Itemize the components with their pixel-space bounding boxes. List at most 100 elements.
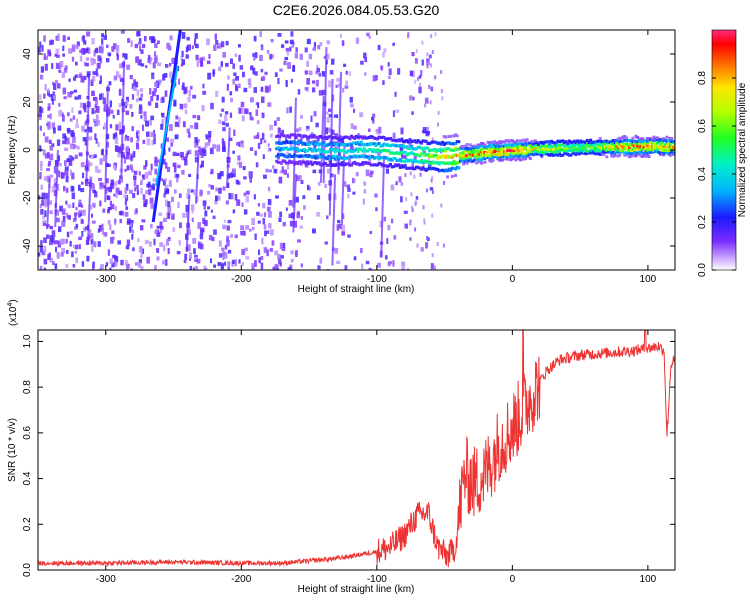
spectrogram-ridge-cell <box>493 155 497 158</box>
spectrogram-ridge-cell <box>507 152 511 156</box>
spectrogram-cell <box>91 213 93 218</box>
spectrogram-ridge-cell <box>620 136 623 140</box>
spectrogram-ridge-cell <box>281 133 285 137</box>
spectrogram-cell <box>78 110 82 115</box>
spectrogram-cell <box>78 184 81 191</box>
spectrogram-ridge-cell <box>537 142 540 146</box>
spectrogram-ridge-cell <box>356 149 360 153</box>
spectrogram-ridge-cell <box>499 155 503 159</box>
spectrogram-cell <box>161 96 165 103</box>
spectrogram-cell <box>325 127 328 135</box>
spectrogram-ridge-cell <box>501 140 505 144</box>
spectrogram-cell <box>84 140 88 146</box>
spectrogram-cell <box>149 36 152 41</box>
spectrogram-cell <box>244 247 248 252</box>
spectrogram-ridge-cell <box>647 139 651 143</box>
spectrogram-ridge-cell <box>369 135 373 138</box>
spectrogram-cell <box>174 121 179 127</box>
spectrogram-cell <box>39 41 42 48</box>
spectrogram-ridge-cell <box>502 140 506 144</box>
spectrogram-cell <box>256 211 260 216</box>
spectrogram-ridge-cell <box>395 151 399 155</box>
spectrogram-ridge-cell <box>410 151 414 155</box>
spectrogram-ridge-cell <box>504 150 508 154</box>
spectrogram-ridge-cell <box>584 147 588 151</box>
spectrogram-cell <box>91 38 95 45</box>
spectrogram-cell <box>226 83 229 91</box>
spectrogram-ridge-cell <box>538 140 542 144</box>
spectrogram-ridge-cell <box>450 156 454 159</box>
spectrogram-cell <box>49 200 52 205</box>
spectrogram-ridge-cell <box>641 149 645 153</box>
spectrogram-cell <box>197 115 201 121</box>
spectrogram-ridge-cell <box>585 139 589 142</box>
spectrogram-cell <box>63 96 67 100</box>
spectrogram-ridge-cell <box>603 142 607 146</box>
spectrogram-stripe <box>225 127 231 188</box>
spectrogram-ridge-cell <box>442 143 446 146</box>
spectrogram-cell <box>74 244 79 250</box>
spectrogram-ridge-cell <box>621 146 625 150</box>
spectrogram-cell <box>70 169 72 176</box>
spectrogram-cell <box>48 253 51 259</box>
spectrogram-ridge-cell <box>504 143 508 147</box>
spectrogram-ridge-cell <box>512 148 516 152</box>
spectrogram-ridge-cell <box>624 142 628 146</box>
spectrogram-cell <box>228 157 231 163</box>
spectrogram-cell <box>401 261 406 267</box>
spectrogram-cell <box>74 226 78 230</box>
spectrogram-cell <box>199 148 204 156</box>
spectrogram-ridge-cell <box>605 145 609 149</box>
spectrogram-cell <box>65 200 68 205</box>
spectrogram-cell <box>201 105 205 112</box>
spectrogram-ridge-cell <box>332 148 336 152</box>
spectrogram-cell <box>257 220 261 224</box>
spectrogram-cell <box>148 184 152 188</box>
spectrogram-ridge-cell <box>554 150 558 154</box>
spectrogram-cell <box>119 219 122 224</box>
spectrogram-ridge-cell <box>628 155 632 159</box>
spectrogram-cell <box>361 263 364 270</box>
spectrogram-ridge-cell <box>585 151 589 155</box>
spectrogram-cell <box>340 138 344 145</box>
spectrogram-ridge-cell <box>501 153 505 156</box>
spectrogram-ridge-cell <box>525 143 529 147</box>
spectrogram-cell <box>142 139 146 144</box>
spectrogram-ridge-cell <box>558 152 562 156</box>
spectrogram-cell <box>275 195 279 199</box>
spectrogram-ridge-cell <box>311 162 314 166</box>
spectrogram-cell <box>252 67 256 75</box>
spectrogram-ridge-cell <box>633 148 636 152</box>
spectrogram-cell <box>172 227 176 232</box>
spectrogram-ridge-cell <box>538 148 542 152</box>
spectrogram-ridge-cell <box>634 140 638 144</box>
spectrogram-ridge-cell <box>281 153 285 157</box>
spectrogram-cell <box>150 115 155 121</box>
spectrogram-cell <box>187 149 192 155</box>
spectrogram-cell <box>290 31 294 37</box>
spectrogram-cell <box>368 128 371 132</box>
spectrogram-cell <box>40 184 44 190</box>
spectrogram-cell <box>259 31 262 38</box>
spectrogram-ridge-cell <box>514 146 518 150</box>
spectrogram-cell <box>112 43 117 50</box>
spectrogram-cell <box>129 164 133 170</box>
spectrogram-cell <box>369 231 373 235</box>
spectrogram-cell <box>44 83 47 91</box>
spectrogram-cell <box>164 178 167 182</box>
spectrogram-cell <box>75 61 78 66</box>
spectrogram-ridge-cell <box>369 148 373 152</box>
spectrogram-cell <box>118 103 123 108</box>
spectrogram-cell <box>252 226 255 231</box>
spectrogram-cell <box>177 164 181 169</box>
spectrogram-ridge-cell <box>397 159 401 162</box>
spectrogram-cell <box>116 52 119 57</box>
colorbar-gradient <box>711 29 737 271</box>
spectrogram-ridge-cell <box>473 152 477 156</box>
spectrogram-cell <box>261 96 265 103</box>
snr-multiplier: (x104) <box>7 299 19 326</box>
spectrogram-cell <box>417 76 419 81</box>
spectrogram-cell <box>158 79 161 86</box>
spectrogram-cell <box>140 49 144 54</box>
spectrogram-ridge-cell <box>459 159 462 163</box>
